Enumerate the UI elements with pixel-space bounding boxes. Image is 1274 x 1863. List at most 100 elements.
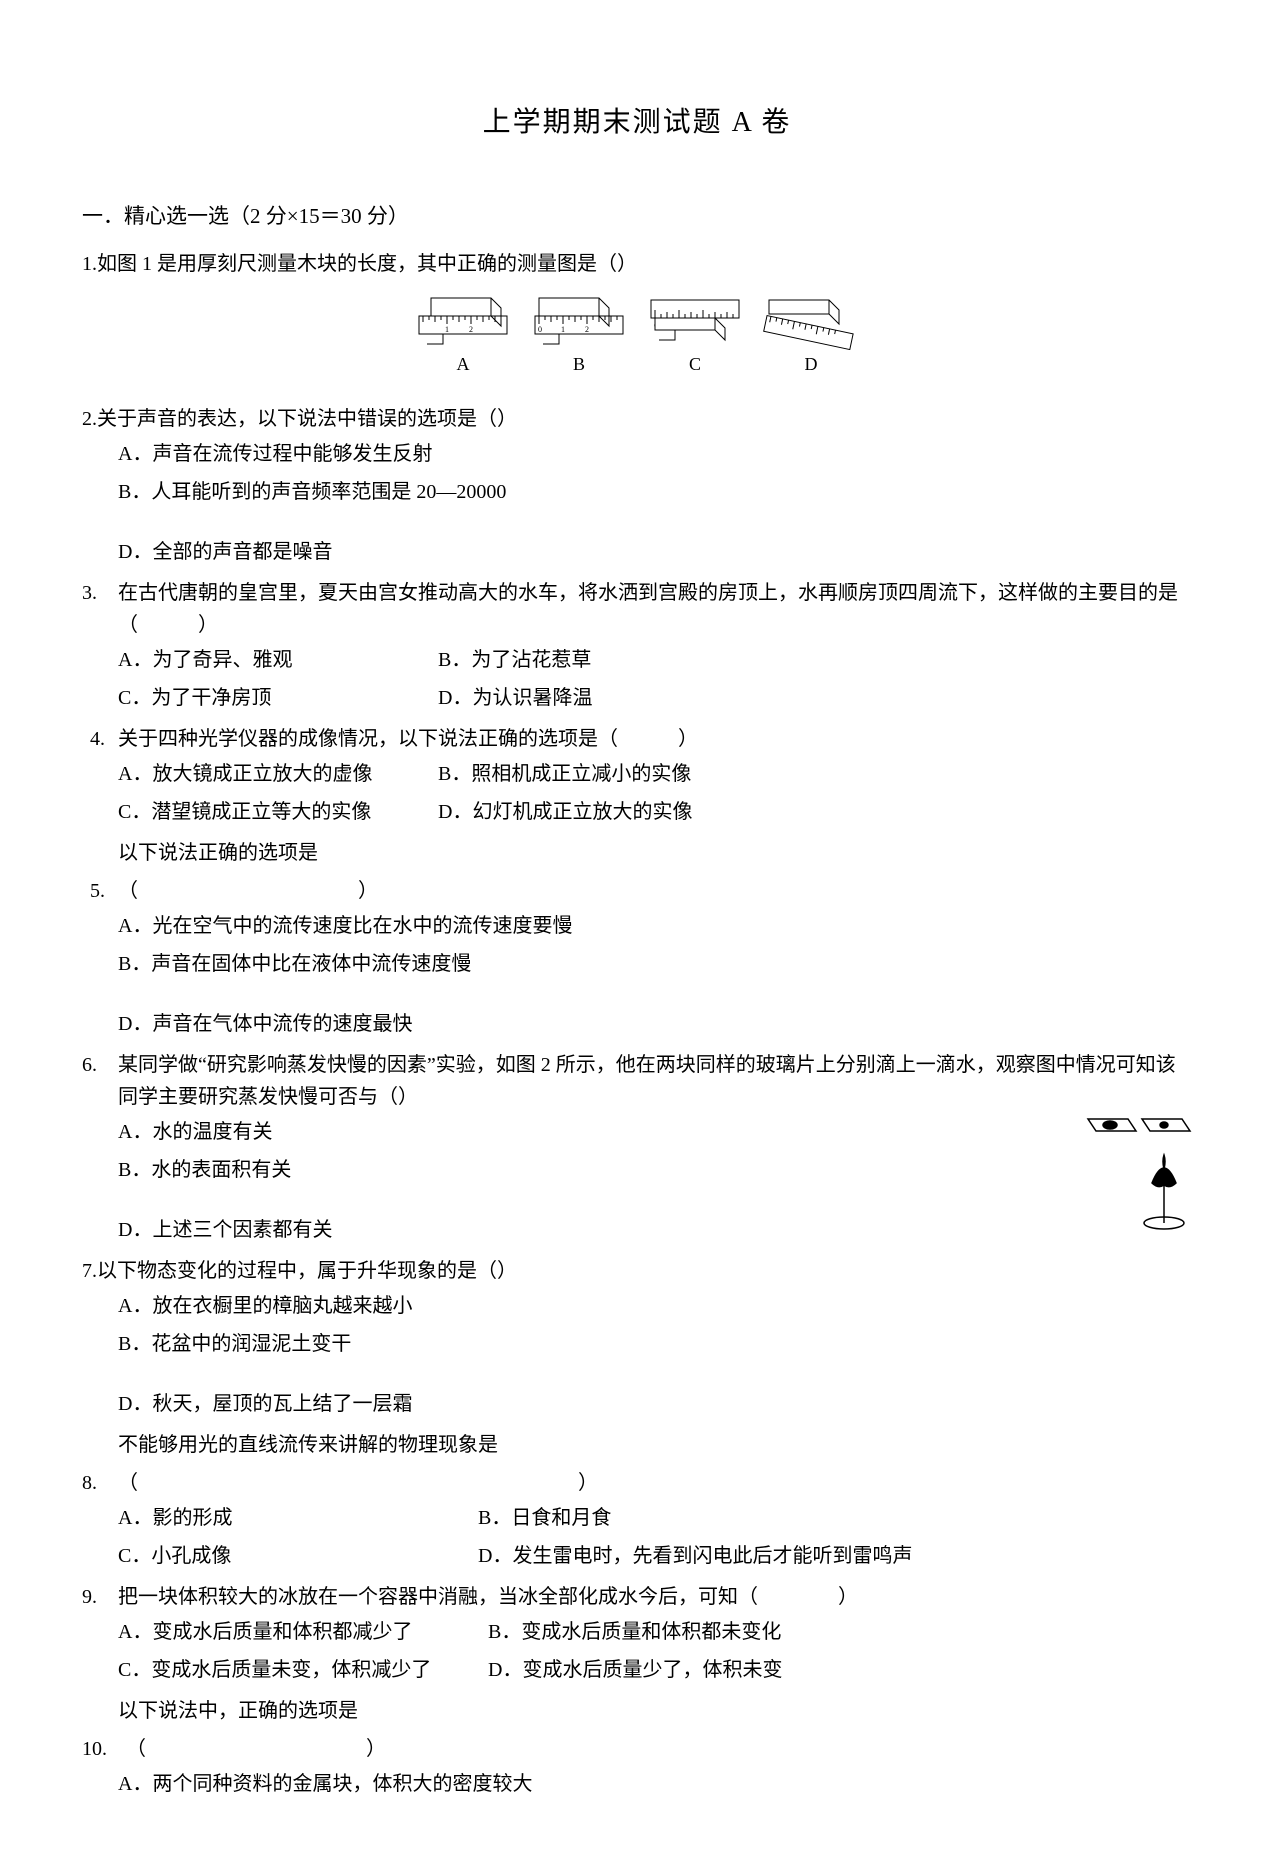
figure-1-d-label: D xyxy=(761,354,861,375)
q8-lead: 不能够用光的直线流传来讲解的物理现象是 xyxy=(118,1429,1192,1461)
q9-row-ab: A．变成水后质量和体积都减少了 B．变成水后质量和体积都未变化 xyxy=(118,1613,1192,1651)
figure-2-svg xyxy=(1082,1113,1192,1233)
svg-text:1: 1 xyxy=(561,325,565,334)
q10-lead: 以下说法中，正确的选项是 xyxy=(118,1695,1192,1727)
question-5: 以下说法正确的选项是 5. （ ） A．光在空气中的流传速度比在水中的流传速度要… xyxy=(82,837,1192,1043)
question-1: 1.如图 1 是用厚刻尺测量木块的长度，其中正确的测量图是（） xyxy=(82,248,1192,375)
q6-opt-a: A．水的温度有关 xyxy=(118,1113,1192,1151)
q9-opt-d: D．变成水后质量少了，体积未变 xyxy=(488,1651,1192,1689)
question-4: 4. 关于四种光学仪器的成像情况，以下说法正确的选项是（ ） A．放大镜成正立放… xyxy=(82,723,1192,831)
q10-num-row: 10. （ ） xyxy=(82,1733,1192,1765)
question-7: 7.以下物态变化的过程中，属于升华现象的是（） A．放在衣橱里的樟脑丸越来越小 … xyxy=(82,1255,1192,1423)
q10-paren-l: （ xyxy=(126,1733,146,1765)
question-9: 9. 把一块体积较大的冰放在一个容器中消融，当冰全部化成水今后，可知（ ） A．… xyxy=(82,1581,1192,1689)
q3-opt-a: A．为了奇异、雅观 xyxy=(118,641,438,679)
q8-row-cd: C．小孔成像 D．发生雷电时，先看到闪电此后才能听到雷鸣声 xyxy=(118,1537,1192,1575)
q8-row-ab: A．影的形成 B．日食和月食 xyxy=(118,1499,1192,1537)
q8-num-row: 8. （ ） xyxy=(82,1467,1192,1499)
q2-opt-b: B．人耳能听到的声音频率范围是 20—20000 xyxy=(118,473,1192,511)
q4-stem: 关于四种光学仪器的成像情况，以下说法正确的选项是（ ） xyxy=(118,723,1192,755)
q4-row-ab: A．放大镜成正立放大的虚像 B．照相机成正立减小的实像 xyxy=(118,755,1192,793)
q8-paren: （ ） xyxy=(118,1467,1192,1499)
figure-1-c-label: C xyxy=(645,354,745,375)
ruler-b-svg: 0 1 2 xyxy=(529,292,629,350)
q4-opt-d: D．幻灯机成正立放大的实像 xyxy=(438,793,1192,831)
question-6: 6. 某同学做“研究影响蒸发快慢的因素”实验，如图 2 所示，他在两块同样的玻璃… xyxy=(82,1049,1192,1249)
q5-opt-b: B．声音在固体中比在液体中流传速度慢 xyxy=(118,945,1192,983)
q8-num: 8. xyxy=(82,1467,118,1499)
question-10: 以下说法中，正确的选项是 10. （ ） A．两个同种资料的金属块，体积大的密度… xyxy=(82,1695,1192,1803)
q5-opt-d: D．声音在气体中流传的速度最快 xyxy=(118,1005,1192,1043)
q4-num: 4. xyxy=(90,723,118,755)
q8-opt-d: D．发生雷电时，先看到闪电此后才能听到雷鸣声 xyxy=(478,1537,1192,1575)
q3-stem-row: 3. 在古代唐朝的皇宫里，夏天由宫女推动高大的水车，将水洒到宫殿的房顶上，水再顺… xyxy=(82,577,1192,641)
q5-num: 5. xyxy=(90,875,118,907)
q8-opt-c: C．小孔成像 xyxy=(118,1537,478,1575)
ruler-d-svg xyxy=(761,292,861,350)
q5-num-row: 5. （ ） xyxy=(90,875,1192,907)
q7-stem: 7.以下物态变化的过程中，属于升华现象的是（） xyxy=(82,1255,1192,1287)
question-8: 不能够用光的直线流传来讲解的物理现象是 8. （ ） A．影的形成 B．日食和月… xyxy=(82,1429,1192,1575)
q2-opt-a: A．声音在流传过程中能够发生反射 xyxy=(118,435,1192,473)
figure-1-b-label: B xyxy=(529,354,629,375)
q8-opt-a: A．影的形成 xyxy=(118,1499,478,1537)
q6-stem: 某同学做“研究影响蒸发快慢的因素”实验，如图 2 所示，他在两块同样的玻璃片上分… xyxy=(118,1049,1192,1113)
figure-1-row: 1 2 A xyxy=(82,292,1192,375)
figure-1-d: D xyxy=(761,292,861,375)
q3-opt-b: B．为了沾花惹草 xyxy=(438,641,1192,679)
q6-opt-b: B．水的表面积有关 xyxy=(118,1151,1192,1189)
q9-opt-b: B．变成水后质量和体积都未变化 xyxy=(488,1613,1192,1651)
q9-opt-c: C．变成水后质量未变，体积减少了 xyxy=(118,1651,488,1689)
q3-row-cd: C．为了干净房顶 D．为认识暑降温 xyxy=(118,679,1192,717)
page-title: 上学期期末测试题 A 卷 xyxy=(82,100,1192,140)
q5-paren-r: ） xyxy=(358,875,378,907)
page: 上学期期末测试题 A 卷 一．精心选一选（2 分×15＝30 分） 1.如图 1… xyxy=(0,0,1274,1863)
figure-2 xyxy=(1082,1113,1192,1238)
q8-opt-b: B．日食和月食 xyxy=(478,1499,1192,1537)
q5-lead: 以下说法正确的选项是 xyxy=(118,837,1192,869)
q4-opt-c: C．潜望镜成正立等大的实像 xyxy=(118,793,438,831)
q3-num: 3. xyxy=(82,577,118,641)
question-2: 2.关于声音的表达，以下说法中错误的选项是（） A．声音在流传过程中能够发生反射… xyxy=(82,403,1192,571)
q9-num: 9. xyxy=(82,1581,118,1613)
q5-paren: （ ） xyxy=(118,875,1192,907)
figure-1-b: 0 1 2 B xyxy=(529,292,629,375)
q3-opt-d: D．为认识暑降温 xyxy=(438,679,1192,717)
q4-opt-b: B．照相机成正立减小的实像 xyxy=(438,755,1192,793)
figure-1-c: 0 1 2 C xyxy=(645,292,745,375)
q10-paren-r: ） xyxy=(366,1733,386,1765)
section-header: 一．精心选一选（2 分×15＝30 分） xyxy=(82,200,1192,230)
q10-opt-a: A．两个同种资料的金属块，体积大的密度较大 xyxy=(118,1765,1192,1803)
ruler-a-svg: 1 2 xyxy=(413,292,513,350)
q9-stem-row: 9. 把一块体积较大的冰放在一个容器中消融，当冰全部化成水今后，可知（ ） xyxy=(82,1581,1192,1613)
q3-opt-c: C．为了干净房顶 xyxy=(118,679,438,717)
q4-opt-a: A．放大镜成正立放大的虚像 xyxy=(118,755,438,793)
q2-opt-d: D．全部的声音都是噪音 xyxy=(118,533,1192,571)
figure-1-a: 1 2 A xyxy=(413,292,513,375)
q6-num: 6. xyxy=(82,1049,118,1113)
q10-num: 10. xyxy=(82,1733,126,1765)
q2-stem: 2.关于声音的表达，以下说法中错误的选项是（） xyxy=(82,403,1192,435)
q9-opt-a: A．变成水后质量和体积都减少了 xyxy=(118,1613,488,1651)
q7-opt-b: B．花盆中的润湿泥土变干 xyxy=(118,1325,1192,1363)
q4-stem-row: 4. 关于四种光学仪器的成像情况，以下说法正确的选项是（ ） xyxy=(90,723,1192,755)
svg-text:1: 1 xyxy=(445,325,449,334)
q3-row-ab: A．为了奇异、雅观 B．为了沾花惹草 xyxy=(118,641,1192,679)
q7-opt-d: D．秋天，屋顶的瓦上结了一层霜 xyxy=(118,1385,1192,1423)
svg-text:2: 2 xyxy=(469,325,473,334)
q6-opt-d: D．上述三个因素都有关 xyxy=(118,1211,1192,1249)
q3-stem: 在古代唐朝的皇宫里，夏天由宫女推动高大的水车，将水洒到宫殿的房顶上，水再顺房顶四… xyxy=(118,577,1192,641)
q8-paren-r: ） xyxy=(578,1467,598,1499)
q5-opt-a: A．光在空气中的流传速度比在水中的流传速度要慢 xyxy=(118,907,1192,945)
question-3: 3. 在古代唐朝的皇宫里，夏天由宫女推动高大的水车，将水洒到宫殿的房顶上，水再顺… xyxy=(82,577,1192,717)
q5-paren-l: （ xyxy=(118,875,138,907)
svg-text:2: 2 xyxy=(585,325,589,334)
q4-row-cd: C．潜望镜成正立等大的实像 D．幻灯机成正立放大的实像 xyxy=(118,793,1192,831)
figure-1-a-label: A xyxy=(413,354,513,375)
q9-stem: 把一块体积较大的冰放在一个容器中消融，当冰全部化成水今后，可知（ ） xyxy=(118,1581,1192,1613)
q8-paren-l: （ xyxy=(118,1467,138,1499)
q1-stem: 1.如图 1 是用厚刻尺测量木块的长度，其中正确的测量图是（） xyxy=(82,248,1192,280)
q7-opt-a: A．放在衣橱里的樟脑丸越来越小 xyxy=(118,1287,1192,1325)
q9-row-cd: C．变成水后质量未变，体积减少了 D．变成水后质量少了，体积未变 xyxy=(118,1651,1192,1689)
q6-stem-row: 6. 某同学做“研究影响蒸发快慢的因素”实验，如图 2 所示，他在两块同样的玻璃… xyxy=(82,1049,1192,1113)
